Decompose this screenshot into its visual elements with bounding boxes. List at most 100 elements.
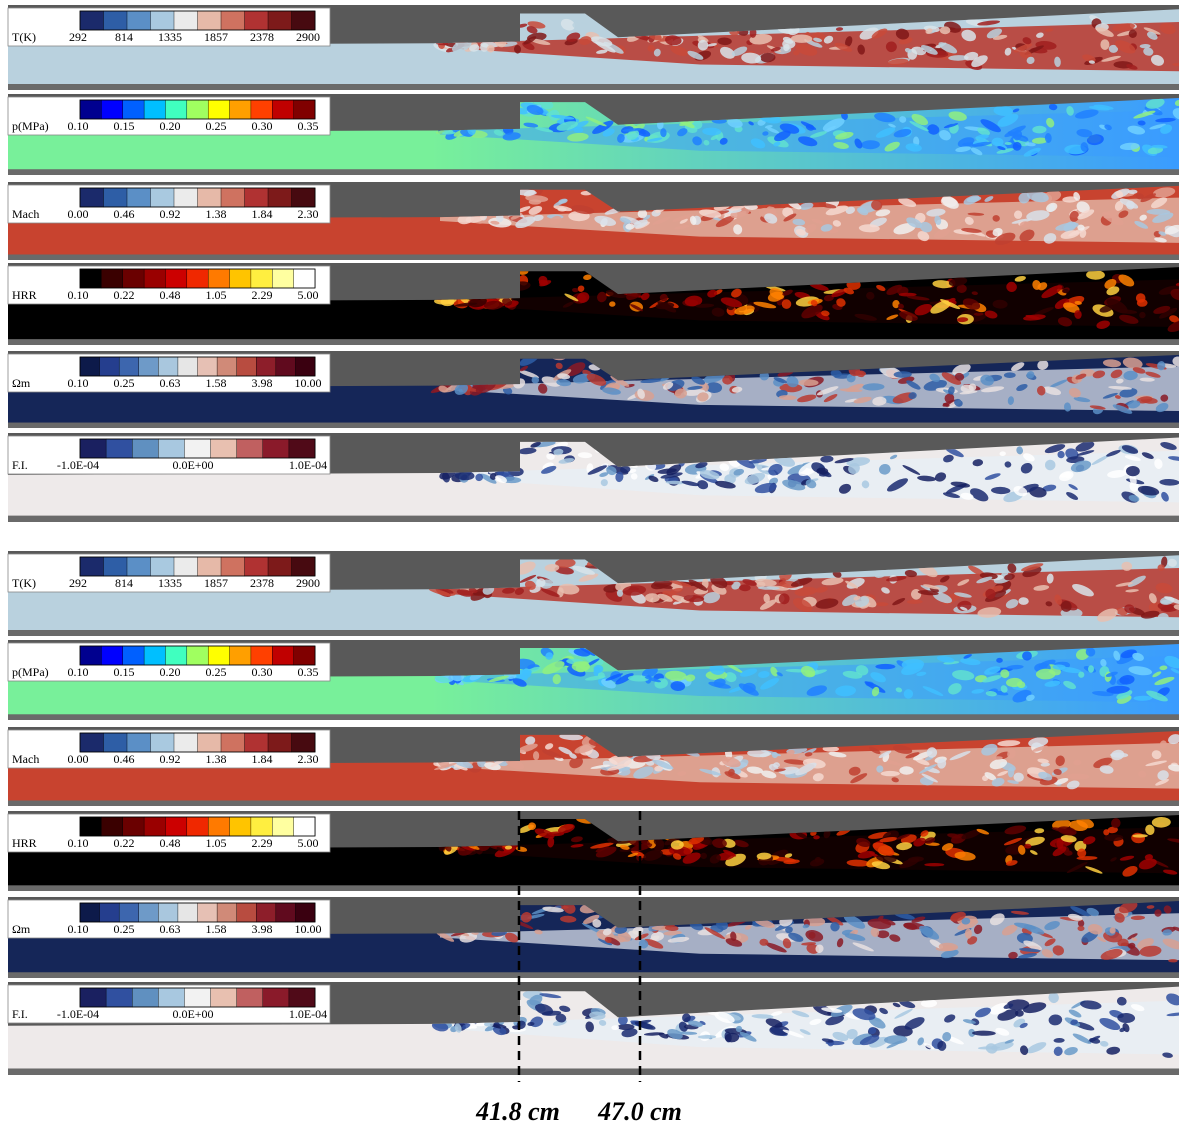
legend-tick-label: 0.35	[298, 119, 319, 133]
colorbar-cell	[106, 988, 132, 1007]
legend-tick-label: 1.0E-04	[289, 458, 327, 472]
colorbar-cell	[294, 269, 316, 288]
legend-tick-label: 0.35	[298, 665, 319, 679]
legend-tick-label: 10.00	[295, 376, 322, 390]
colorbar-cell	[80, 646, 102, 665]
colorbar-cell	[101, 646, 123, 665]
legend-tick-label: 3.98	[252, 922, 273, 936]
colorbar-cell	[292, 188, 316, 207]
colorbar-cell	[144, 269, 166, 288]
colorbar-cell	[276, 903, 296, 922]
legend-tick-label: 0.10	[68, 836, 89, 850]
colorbar-cell	[263, 439, 289, 458]
legend-tick-label: 814	[115, 576, 133, 590]
legend-tick-label: 1857	[204, 30, 228, 44]
flow-panel: HRR0.100.220.481.052.295.00	[8, 263, 1179, 345]
legend-tick-label: -1.0E-04	[57, 458, 99, 472]
legend-label: Ωm	[12, 922, 31, 936]
flow-texture	[617, 590, 623, 597]
flow-panel: HRR0.100.220.481.052.295.00	[8, 811, 1179, 891]
lower-wall	[8, 84, 1179, 90]
lower-wall	[8, 885, 1179, 891]
colorbar-cell	[80, 733, 104, 752]
legend-tick-label: 1335	[158, 576, 182, 590]
colorbar-cell	[178, 903, 198, 922]
legend-label: p(MPa)	[12, 119, 49, 133]
flow-texture	[965, 929, 972, 939]
legend-tick-label: 2378	[250, 576, 274, 590]
colorbar-cell	[144, 100, 166, 119]
colorbar-cell	[198, 557, 222, 576]
colorbar-cell	[139, 903, 159, 922]
colorbar-cell	[230, 817, 252, 836]
colorbar-cell	[295, 357, 315, 376]
legend-label: Mach	[12, 752, 39, 766]
legend-tick-label: 0.25	[114, 922, 135, 936]
colorbar-cell	[211, 988, 237, 1007]
colorbar-cell	[178, 357, 198, 376]
colorbar-cell	[268, 11, 292, 30]
colorbar-cell	[101, 269, 123, 288]
annotation: 47.0 cm	[597, 1097, 682, 1126]
colorbar-cell	[221, 11, 245, 30]
colorbar-cell	[237, 357, 257, 376]
flow-texture	[1078, 926, 1085, 931]
colorbar-cell	[251, 817, 273, 836]
colorbar-cell	[187, 817, 209, 836]
colorbar-cell	[184, 439, 210, 458]
colorbar-cell	[245, 557, 269, 576]
colorbar-cell	[165, 269, 187, 288]
legend-tick-label: 3.98	[252, 376, 273, 390]
colorbar-cell	[221, 188, 245, 207]
colorbar-cell	[294, 646, 316, 665]
flow-panel: T(K)2928141335185723782900	[8, 551, 1179, 636]
legend-tick-label: 1.84	[252, 752, 273, 766]
colorbar-cell	[294, 817, 316, 836]
colorbar-cell	[144, 646, 166, 665]
legend-tick-label: -1.0E-04	[57, 1007, 99, 1021]
colorbar-cell	[251, 269, 273, 288]
legend-tick-label: 0.92	[160, 207, 181, 221]
lower-wall	[8, 423, 1179, 428]
colorbar-cell	[158, 439, 184, 458]
flow-texture	[881, 771, 900, 776]
colorbar-cell	[237, 439, 263, 458]
legend-tick-label: 0.63	[160, 376, 181, 390]
colorbar-cell	[292, 11, 316, 30]
legend-tick-label: 0.00	[68, 752, 89, 766]
legend-tick-label: 0.48	[160, 836, 181, 850]
flow-panel: Ωm0.100.250.631.583.9810.00	[8, 351, 1179, 428]
legend-tick-label: 0.15	[114, 665, 135, 679]
legend-tick-label: 0.00	[68, 207, 89, 221]
figure: T(K)2928141335185723782900p(MPa)0.100.15…	[0, 0, 1179, 1128]
lower-wall	[8, 255, 1179, 260]
legend-tick-label: 0.22	[114, 288, 135, 302]
colorbar-cell	[165, 100, 187, 119]
colorbar-cell	[272, 100, 294, 119]
colorbar-cell	[245, 188, 269, 207]
legend-tick-label: 2.29	[252, 836, 273, 850]
flow-texture	[924, 863, 944, 866]
colorbar-cell	[174, 188, 198, 207]
colorbar-cell	[104, 733, 128, 752]
legend-label: F.I.	[12, 458, 28, 472]
colorbar-cell	[127, 557, 151, 576]
flow-panel: F.I.-1.0E-040.0E+001.0E-04	[8, 433, 1179, 522]
legend-tick-label: 0.20	[160, 665, 181, 679]
colorbar-cell	[256, 903, 276, 922]
legend-tick-label: 0.10	[68, 922, 89, 936]
legend-tick-label: 0.10	[68, 119, 89, 133]
colorbar-cell	[217, 903, 237, 922]
legend-tick-label: 0.22	[114, 836, 135, 850]
legend-label: p(MPa)	[12, 665, 49, 679]
colorbar-cell	[174, 733, 198, 752]
legend-tick-label: 0.20	[160, 119, 181, 133]
colorbar-cell	[123, 269, 145, 288]
colorbar-cell	[80, 903, 100, 922]
colorbar-cell	[198, 733, 222, 752]
legend-tick-label: 1.05	[206, 288, 227, 302]
colorbar-cell	[151, 11, 175, 30]
legend-tick-label: 1.58	[206, 922, 227, 936]
colorbar-cell	[165, 646, 187, 665]
legend-label: Ωm	[12, 376, 31, 390]
